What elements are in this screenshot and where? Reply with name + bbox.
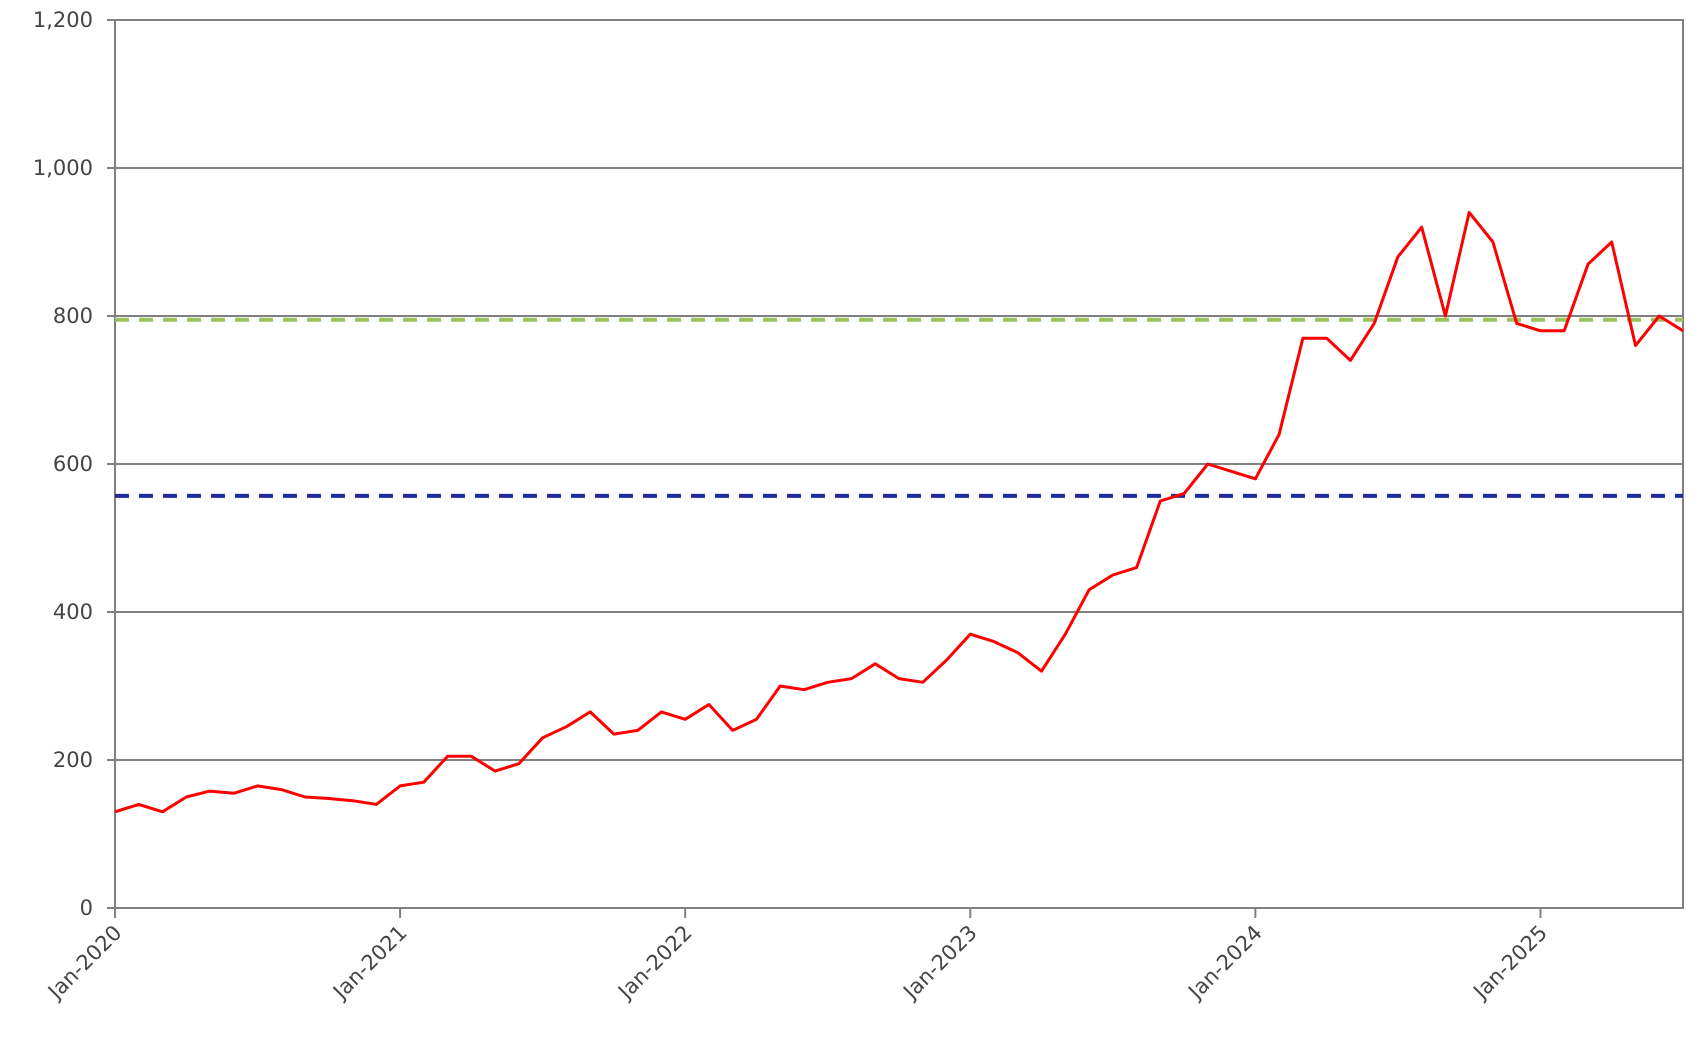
y-tick-label: 800: [53, 304, 93, 328]
x-tick-label: Jan-2021: [327, 921, 411, 1005]
price-line: [114, 210, 1684, 814]
y-tick-label: 0: [80, 896, 93, 920]
x-tick-label: Jan-2025: [1468, 921, 1552, 1005]
y-tick-label: 400: [53, 600, 93, 624]
y-tick-label: 1,200: [33, 8, 93, 32]
x-tick-label: Jan-2024: [1182, 921, 1266, 1005]
y-tick-label: 600: [53, 452, 93, 476]
y-tick-label: 200: [53, 748, 93, 772]
x-tick-label: Jan-2020: [42, 921, 126, 1005]
plot-frame: [114, 19, 1684, 909]
x-tick-label: Jan-2022: [612, 921, 696, 1005]
x-tick-label: Jan-2023: [897, 921, 981, 1005]
y-tick-label: 1,000: [33, 156, 93, 180]
